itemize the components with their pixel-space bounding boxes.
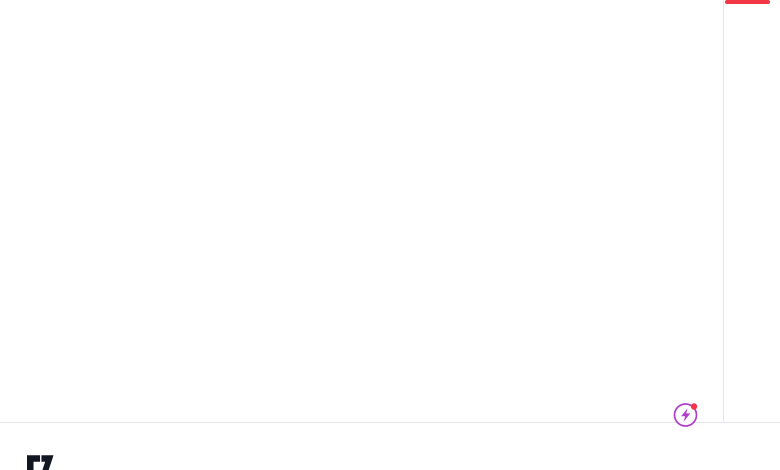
notification-dot (690, 403, 698, 410)
chart-legend (13, 3, 69, 4)
last-price-tag (725, 0, 770, 4)
candlestick-plot[interactable] (0, 0, 300, 150)
flash-icon (673, 403, 698, 427)
footer-strip (0, 450, 780, 470)
time-axis[interactable] (0, 422, 780, 452)
flash-icon-button[interactable] (671, 399, 701, 429)
tradingview-logomark (27, 455, 54, 470)
tradingview-logo[interactable] (27, 455, 62, 470)
price-axis[interactable] (723, 0, 780, 422)
